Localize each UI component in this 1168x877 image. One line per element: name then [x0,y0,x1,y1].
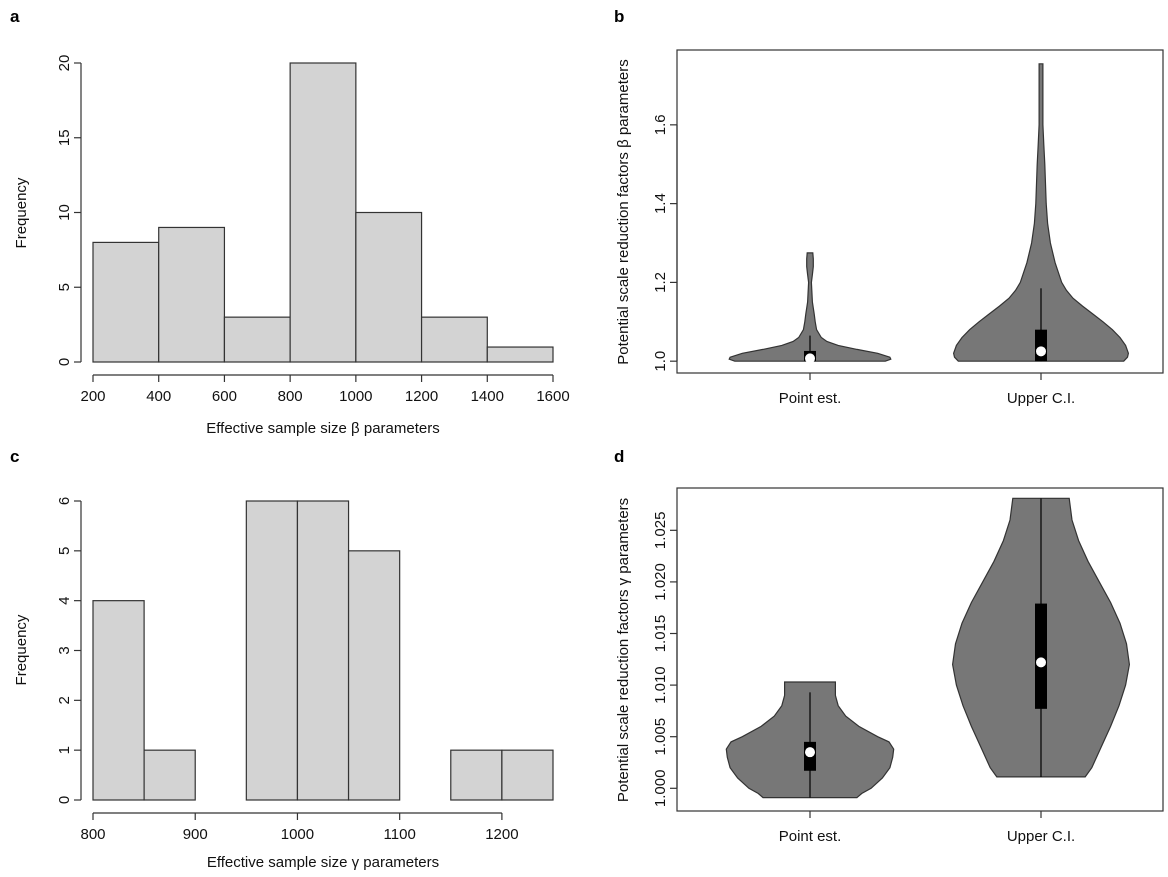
violin-beta-x-tick-label: Upper C.I. [1007,390,1075,407]
histogram-gamma-bar-3 [245,500,299,801]
panel-label-b: b [614,7,624,26]
histogram-beta-bar-5 [420,316,488,363]
violin-beta-ylabel: Potential scale reduction factors β para… [615,59,632,364]
violin-gamma-y-tick-label: 1.000 [652,770,669,808]
violin-beta: Point est. Upper C.I. 1.0 1.2 1.4 1.6 Potenti… [615,49,1164,407]
histogram-gamma-bar-4 [296,500,350,801]
histogram-beta-bar-0 [92,241,160,363]
violin-beta-y-tick-label: 1.0 [652,351,669,372]
histogram-gamma-y-tick-label: 2 [56,696,73,704]
violin-beta-median-1 [1036,346,1046,357]
histogram-gamma-axes: 800 900 1000 1100 1200 0 1 2 3 4 5 6 [56,497,519,843]
histogram-beta-bar-6 [486,346,554,363]
violin-beta-x-tick-label: Point est. [779,390,842,407]
histogram-beta-y-tick-label: 20 [56,55,73,72]
histogram-gamma-y-tick-label: 3 [56,646,73,654]
histogram-beta-xlabel: Effective sample size β parameters [206,420,439,437]
violin-gamma-ylabel: Potential scale reduction factors γ para… [615,498,632,802]
histogram-beta-x-tick-label: 400 [146,388,171,405]
violin-beta-axes: Point est. Upper C.I. 1.0 1.2 1.4 1.6 [652,114,1075,407]
violin-gamma-x-tick-label: Upper C.I. [1007,828,1075,845]
histogram-beta-bars [92,62,554,363]
histogram-gamma-x-tick-label: 800 [80,826,105,843]
panel-label-a: a [10,7,20,26]
histogram-beta-x-tick-label: 200 [80,388,105,405]
histogram-beta-x-tick-label: 600 [212,388,237,405]
histogram-beta-x-tick-label: 1400 [471,388,504,405]
histogram-gamma-y-tick-label: 1 [56,746,73,754]
panel-label-d: d [614,447,624,466]
histogram-gamma-bar-5 [347,550,401,801]
violin-gamma-x-tick-label: Point est. [779,828,842,845]
histogram-gamma-bar-1 [143,749,196,801]
violin-gamma-y-tick-label: 1.005 [652,718,669,756]
violin-beta-box-1 [1035,329,1047,362]
violin-gamma-marks [725,497,1131,799]
histogram-gamma-x-tick-label: 1100 [384,826,416,843]
histogram-beta-y-tick-label: 15 [56,129,73,146]
histogram-gamma-bar-8 [501,749,554,801]
violin-beta-marks [728,63,1130,364]
histogram-gamma-x-tick-label: 1000 [281,826,314,843]
histogram-beta-y-tick-label: 5 [56,283,73,291]
panel-label-c: c [10,447,19,466]
histogram-gamma: 800 900 1000 1100 1200 0 1 2 3 4 5 6 Effective samp… [13,497,554,871]
violin-gamma-y-tick-label: 1.025 [652,512,669,550]
violin-gamma-axes: Point est. Upper C.I. 1.000 1.005 1.010 1.015… [652,512,1075,845]
histogram-beta-bar-4 [355,211,423,363]
histogram-beta-y-tick-label: 0 [56,358,73,366]
violin-beta-y-tick-label: 1.2 [652,272,669,293]
histogram-gamma-xlabel: Effective sample size γ parameters [207,854,439,871]
histogram-gamma-bar-7 [450,749,503,801]
violin-beta-y-tick-label: 1.4 [652,193,669,214]
violin-gamma-y-tick-label: 1.015 [652,615,669,653]
histogram-gamma-x-tick-label: 900 [183,826,208,843]
histogram-beta-bar-2 [223,316,291,363]
histogram-gamma-x-tick-label: 1200 [485,826,518,843]
histogram-beta-bar-1 [158,226,226,363]
violin-gamma-y-tick-label: 1.020 [652,563,669,601]
violin-gamma-median-1 [1036,657,1046,668]
histogram-gamma-y-tick-label: 6 [56,497,73,505]
histogram-beta: 200 400 600 800 1000 1200 1400 1600 0 5 10 15 20 Eff… [13,55,570,437]
histogram-gamma-y-tick-label: 4 [56,596,73,604]
histogram-beta-y-tick-label: 10 [56,204,73,221]
violin-beta-violin-0 [728,252,892,362]
violin-gamma-y-tick-label: 1.010 [652,666,669,704]
violin-gamma: Point est. Upper C.I. 1.000 1.005 1.010 1.015… [615,487,1164,845]
histogram-beta-axes: 200 400 600 800 1000 1200 1400 1600 0 5 10 15 20 [56,55,570,405]
histogram-beta-x-tick-label: 800 [278,388,303,405]
histogram-gamma-y-tick-label: 0 [56,796,73,804]
histogram-beta-x-tick-label: 1200 [405,388,438,405]
histogram-beta-x-tick-label: 1000 [339,388,372,405]
violin-beta-y-tick-label: 1.6 [652,114,669,135]
histogram-beta-x-tick-label: 1600 [536,388,569,405]
histogram-gamma-bars [92,500,554,801]
histogram-beta-bar-3 [289,62,357,363]
violin-gamma-median-0 [805,747,815,758]
violin-beta-median-0 [805,353,815,364]
histogram-gamma-bar-0 [92,600,145,801]
histogram-beta-ylabel: Frequency [13,177,30,248]
violin-beta-violin-1 [952,63,1130,362]
histogram-gamma-ylabel: Frequency [13,614,30,685]
histogram-gamma-y-tick-label: 5 [56,547,73,555]
violin-gamma-box-1 [1035,603,1047,709]
